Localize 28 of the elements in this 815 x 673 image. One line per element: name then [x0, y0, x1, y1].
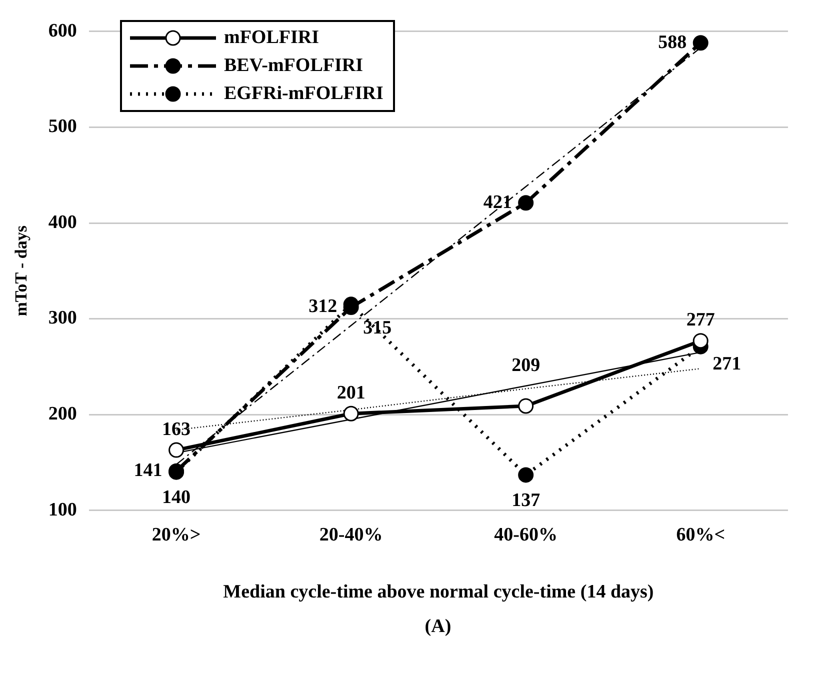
legend-label: mFOLFIRI [224, 27, 319, 49]
y-tick-label: 100 [48, 499, 77, 520]
y-tick-label: 300 [48, 308, 77, 329]
data-label: 141 [134, 460, 162, 482]
legend-label: BEV-mFOLFIRI [224, 55, 363, 77]
data-label: 137 [512, 490, 541, 511]
data-label: 201 [336, 382, 366, 404]
data-label: 140 [162, 486, 191, 508]
y-tick-label: 200 [48, 404, 77, 425]
data-label: 163 [162, 418, 191, 440]
x-axis-title: Median cycle-time above normal cycle-time (14 days) [223, 582, 654, 603]
y-tick-label: 500 [48, 116, 77, 138]
data-label: 421 [483, 192, 512, 213]
x-tick-label: 20%> [152, 524, 201, 546]
legend-label: EGFRi-mFOLFIRI [224, 83, 384, 105]
y-tick-label: 600 [48, 20, 77, 42]
x-tick-label: 40-60% [494, 524, 558, 546]
data-label: 209 [512, 354, 540, 376]
data-label: 271 [712, 353, 742, 374]
data-label: 588 [658, 32, 687, 53]
data-label: 312 [308, 296, 338, 318]
x-tick-label: 20-40% [319, 524, 383, 546]
data-label: 315 [363, 317, 392, 338]
text: (A) [424, 616, 452, 638]
data-label: 277 [686, 310, 716, 331]
y-tick-label: 400 [48, 212, 77, 233]
x-tick-label: 60%< [676, 524, 726, 546]
y-axis-title: mToT - days [12, 225, 31, 316]
